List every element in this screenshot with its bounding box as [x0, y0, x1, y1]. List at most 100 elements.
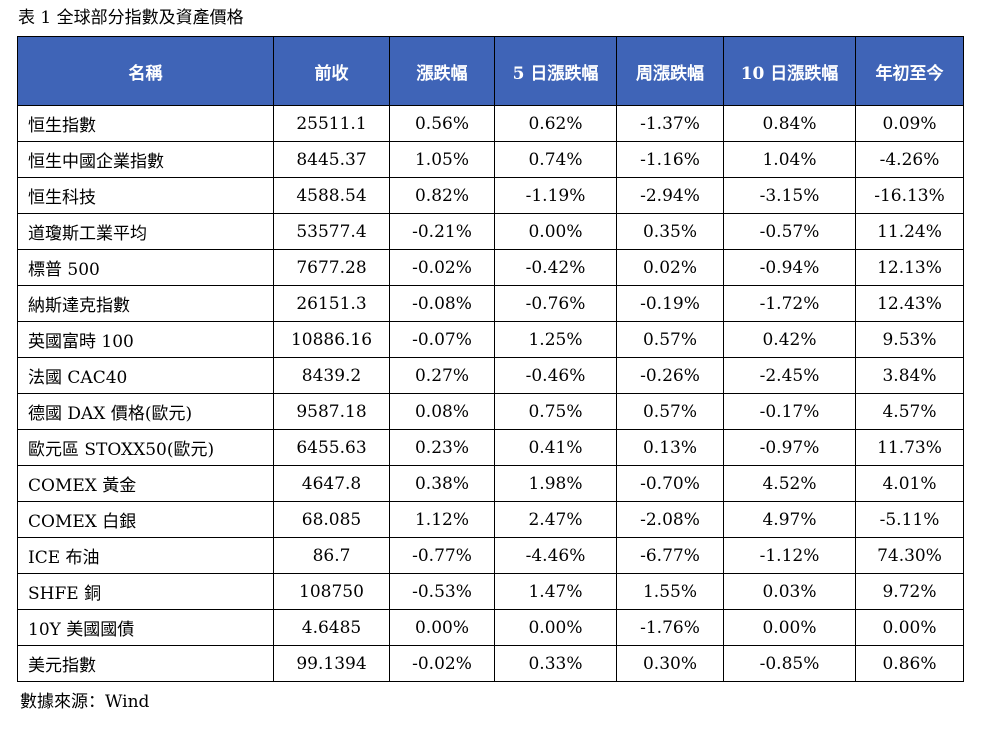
change-10d-cell: 0.03%: [723, 573, 856, 610]
change-10d-cell: -1.72%: [723, 285, 856, 322]
ytd-cell: 12.43%: [855, 285, 964, 322]
table-row: 德國 DAX 價格(歐元) 9587.18 0.08% 0.75% 0.57% -0.17…: [17, 393, 964, 430]
change-5d-cell: 0.62%: [494, 105, 617, 142]
header-name: 名稱: [17, 36, 274, 106]
ytd-cell: -5.11%: [855, 501, 964, 538]
prev-close-cell: 10886.16: [273, 321, 390, 358]
prev-close-cell: 26151.3: [273, 285, 390, 322]
change-week-cell: 0.57%: [616, 321, 724, 358]
change-10d-cell: 0.84%: [723, 105, 856, 142]
header-ytd: 年初至今: [855, 36, 964, 106]
prev-close-cell: 8439.2: [273, 357, 390, 394]
change-5d-cell: 0.41%: [494, 429, 617, 466]
table-caption: 表 1 全球部分指數及資產價格: [18, 8, 244, 28]
ytd-cell: -4.26%: [855, 141, 964, 178]
change-cell: -0.77%: [389, 537, 495, 574]
change-cell: 0.08%: [389, 393, 495, 430]
change-week-cell: 0.57%: [616, 393, 724, 430]
change-week-cell: -0.70%: [616, 465, 724, 502]
name-cell: ICE 布油: [17, 537, 274, 574]
change-5d-cell: 0.75%: [494, 393, 617, 430]
name-cell: COMEX 白銀: [17, 501, 274, 538]
table-header: 名稱 前收 漲跌幅 5 日漲跌幅 周漲跌幅 10 日漲跌幅 年初至今: [17, 36, 964, 106]
name-cell: 法國 CAC40: [17, 357, 274, 394]
ytd-cell: 0.09%: [855, 105, 964, 142]
name-cell: 恒生中國企業指數: [17, 141, 274, 178]
table-row: ICE 布油 86.7 -0.77% -4.46% -6.77% -1.12% 74.30%: [17, 537, 964, 574]
prev-close-cell: 99.1394: [273, 645, 390, 682]
change-10d-cell: 0.42%: [723, 321, 856, 358]
table-row: 法國 CAC40 8439.2 0.27% -0.46% -0.26% -2.45% 3.8…: [17, 357, 964, 394]
change-week-cell: 0.13%: [616, 429, 724, 466]
change-10d-cell: 1.04%: [723, 141, 856, 178]
change-week-cell: -1.76%: [616, 609, 724, 646]
change-cell: 1.12%: [389, 501, 495, 538]
change-week-cell: -6.77%: [616, 537, 724, 574]
change-10d-cell: 4.97%: [723, 501, 856, 538]
table-row: 恒生指數 25511.1 0.56% 0.62% -1.37% 0.84% 0.09%: [17, 105, 964, 142]
table-row: 納斯達克指數 26151.3 -0.08% -0.76% -0.19% -1.72% 12.…: [17, 285, 964, 322]
change-5d-cell: 0.33%: [494, 645, 617, 682]
change-cell: 0.56%: [389, 105, 495, 142]
table-row: 美元指數 99.1394 -0.02% 0.33% 0.30% -0.85% 0.86%: [17, 645, 964, 682]
change-week-cell: -0.19%: [616, 285, 724, 322]
change-5d-cell: -0.42%: [494, 249, 617, 286]
table-row: 10Y 美國國債 4.6485 0.00% 0.00% -1.76% 0.00% 0.00%: [17, 609, 964, 646]
change-10d-cell: -0.17%: [723, 393, 856, 430]
change-week-cell: 0.30%: [616, 645, 724, 682]
change-5d-cell: 0.00%: [494, 213, 617, 250]
change-cell: -0.02%: [389, 249, 495, 286]
prev-close-cell: 6455.63: [273, 429, 390, 466]
header-row: 名稱 前收 漲跌幅 5 日漲跌幅 周漲跌幅 10 日漲跌幅 年初至今: [17, 36, 964, 106]
change-10d-cell: -2.45%: [723, 357, 856, 394]
header-prev-close: 前收: [273, 36, 390, 106]
name-cell: 歐元區 STOXX50(歐元): [17, 429, 274, 466]
change-week-cell: 0.02%: [616, 249, 724, 286]
prev-close-cell: 8445.37: [273, 141, 390, 178]
ytd-cell: 4.57%: [855, 393, 964, 430]
table-row: 恒生科技 4588.54 0.82% -1.19% -2.94% -3.15% -16.13…: [17, 177, 964, 214]
prev-close-cell: 9587.18: [273, 393, 390, 430]
prev-close-cell: 7677.28: [273, 249, 390, 286]
change-week-cell: -1.37%: [616, 105, 724, 142]
change-cell: -0.02%: [389, 645, 495, 682]
prev-close-cell: 108750: [273, 573, 390, 610]
prev-close-cell: 53577.4: [273, 213, 390, 250]
ytd-cell: -16.13%: [855, 177, 964, 214]
change-5d-cell: 0.00%: [494, 609, 617, 646]
name-cell: 美元指數: [17, 645, 274, 682]
change-5d-cell: 2.47%: [494, 501, 617, 538]
name-cell: 10Y 美國國債: [17, 609, 274, 646]
table-row: 英國富時 100 10886.16 -0.07% 1.25% 0.57% 0.42% 9.5…: [17, 321, 964, 358]
prev-close-cell: 4.6485: [273, 609, 390, 646]
name-cell: 納斯達克指數: [17, 285, 274, 322]
change-week-cell: -0.26%: [616, 357, 724, 394]
change-10d-cell: -0.57%: [723, 213, 856, 250]
change-10d-cell: -0.85%: [723, 645, 856, 682]
ytd-cell: 74.30%: [855, 537, 964, 574]
table-row: 道瓊斯工業平均 53577.4 -0.21% 0.00% 0.35% -0.57% 11.2…: [17, 213, 964, 250]
change-cell: 1.05%: [389, 141, 495, 178]
table-row: 恒生中國企業指數 8445.37 1.05% 0.74% -1.16% 1.04% -4.2…: [17, 141, 964, 178]
change-5d-cell: -0.46%: [494, 357, 617, 394]
change-cell: 0.00%: [389, 609, 495, 646]
prev-close-cell: 4647.8: [273, 465, 390, 502]
ytd-cell: 11.73%: [855, 429, 964, 466]
change-cell: -0.53%: [389, 573, 495, 610]
change-10d-cell: -1.12%: [723, 537, 856, 574]
name-cell: 恒生指數: [17, 105, 274, 142]
change-cell: -0.21%: [389, 213, 495, 250]
change-cell: -0.08%: [389, 285, 495, 322]
data-source: 數據來源：Wind: [20, 692, 150, 712]
change-5d-cell: 0.74%: [494, 141, 617, 178]
change-cell: 0.38%: [389, 465, 495, 502]
name-cell: 道瓊斯工業平均: [17, 213, 274, 250]
change-5d-cell: -1.19%: [494, 177, 617, 214]
change-cell: -0.07%: [389, 321, 495, 358]
change-5d-cell: 1.47%: [494, 573, 617, 610]
prev-close-cell: 25511.1: [273, 105, 390, 142]
name-cell: 標普 500: [17, 249, 274, 286]
ytd-cell: 4.01%: [855, 465, 964, 502]
change-10d-cell: -0.97%: [723, 429, 856, 466]
header-week-change: 周漲跌幅: [616, 36, 724, 106]
